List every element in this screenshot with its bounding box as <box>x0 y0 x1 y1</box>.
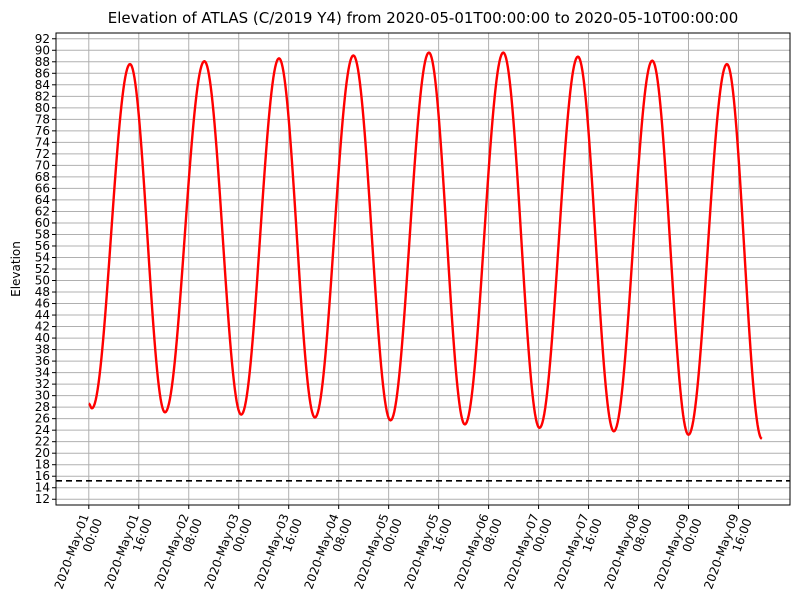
y-tick-label: 14 <box>35 481 50 495</box>
y-tick-label: 20 <box>35 446 50 460</box>
y-tick-label: 70 <box>35 158 50 172</box>
y-tick-label: 88 <box>35 55 50 69</box>
y-tick-label: 42 <box>35 320 50 334</box>
y-tick-label: 16 <box>35 469 50 483</box>
y-tick-label: 32 <box>35 377 50 391</box>
y-tick-label: 86 <box>35 66 50 80</box>
y-tick-label: 12 <box>35 492 50 506</box>
y-tick-label: 72 <box>35 147 50 161</box>
chart-title: Elevation of ATLAS (C/2019 Y4) from 2020… <box>108 9 739 27</box>
y-tick-label: 58 <box>35 227 50 241</box>
y-tick-label: 18 <box>35 458 50 472</box>
y-tick-label: 84 <box>35 78 50 92</box>
y-axis-ticks: 1214161820222426283032343638404244464850… <box>35 32 56 506</box>
y-axis-label: Elevation <box>9 241 23 297</box>
y-tick-label: 62 <box>35 204 50 218</box>
y-tick-label: 46 <box>35 297 50 311</box>
y-tick-label: 44 <box>35 308 50 322</box>
y-tick-label: 50 <box>35 274 50 288</box>
y-tick-label: 30 <box>35 389 50 403</box>
y-tick-label: 78 <box>35 112 50 126</box>
y-tick-label: 92 <box>35 32 50 46</box>
y-tick-label: 40 <box>35 331 50 345</box>
y-tick-label: 38 <box>35 343 50 357</box>
y-tick-label: 90 <box>35 43 50 57</box>
y-tick-label: 74 <box>35 135 50 149</box>
y-tick-label: 26 <box>35 412 50 426</box>
y-tick-label: 66 <box>35 181 50 195</box>
elevation-series-line <box>87 51 763 440</box>
y-tick-label: 60 <box>35 216 50 230</box>
grid <box>56 33 790 505</box>
y-tick-label: 22 <box>35 435 50 449</box>
y-tick-label: 82 <box>35 89 50 103</box>
y-tick-label: 34 <box>35 366 50 380</box>
y-tick-label: 56 <box>35 239 50 253</box>
y-tick-label: 54 <box>35 250 50 264</box>
y-tick-label: 36 <box>35 354 50 368</box>
y-tick-label: 80 <box>35 101 50 115</box>
y-tick-label: 64 <box>35 193 50 207</box>
y-tick-label: 76 <box>35 124 50 138</box>
y-tick-label: 24 <box>35 423 50 437</box>
y-tick-label: 52 <box>35 262 50 276</box>
y-tick-label: 68 <box>35 170 50 184</box>
y-tick-label: 48 <box>35 285 50 299</box>
y-tick-label: 28 <box>35 400 50 414</box>
series-layer <box>87 51 763 440</box>
x-axis-ticks: 2020-May-0100:002020-May-0116:002020-May… <box>52 505 755 591</box>
